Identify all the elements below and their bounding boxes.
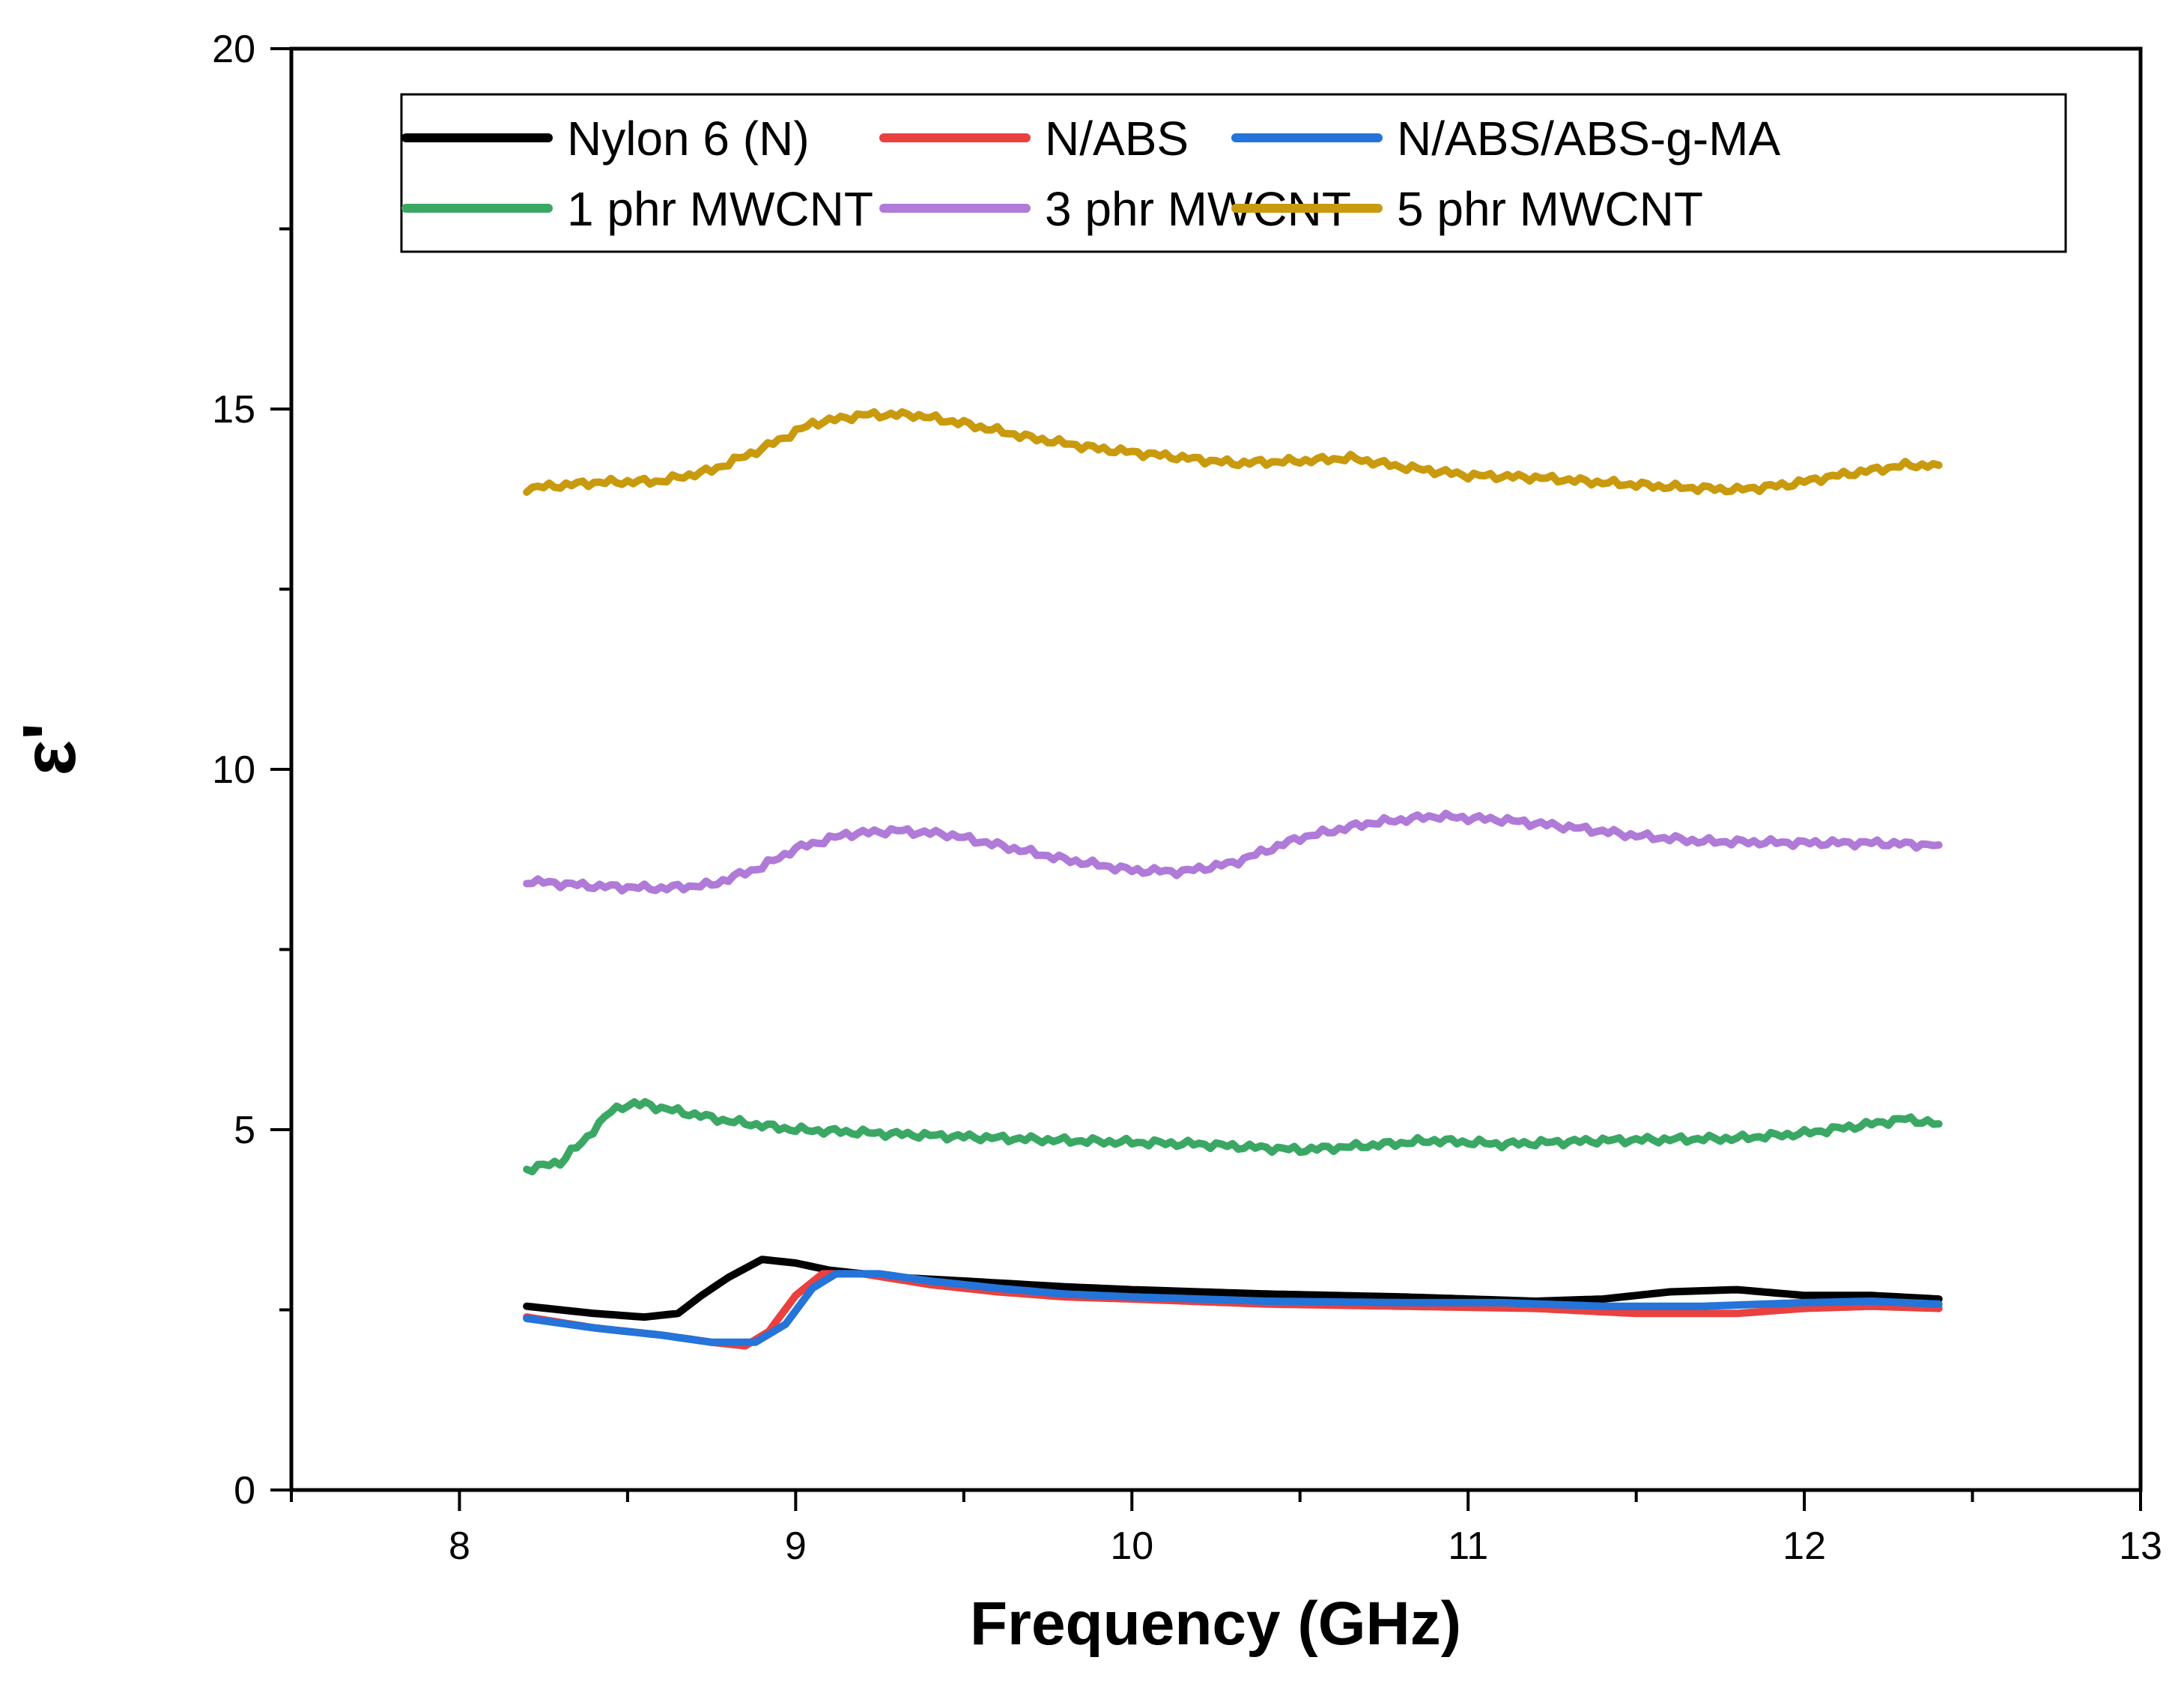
y-axis-title: ε'	[7, 722, 91, 775]
y-tick-label: 15	[212, 388, 255, 431]
legend-label: 5 phr MWCNT	[1397, 182, 1703, 236]
legend-label: N/ABS/ABS-g-MA	[1397, 112, 1780, 166]
y-tick-label: 5	[234, 1109, 255, 1152]
y-tick-label: 10	[212, 748, 255, 792]
x-tick-label: 11	[1448, 1524, 1488, 1568]
series-line-4	[523, 1097, 1943, 1175]
legend-box	[400, 93, 2067, 253]
series-lines	[523, 408, 1943, 1350]
x-axis-title: Frequency (GHz)	[970, 1590, 1461, 1658]
series-line-3	[523, 1270, 1943, 1346]
series-line-6	[523, 408, 1943, 496]
series-line-5	[523, 809, 1943, 894]
x-tick-label: 12	[1783, 1524, 1826, 1568]
legend-label: Nylon 6 (N)	[567, 112, 810, 166]
legend-label: 1 phr MWCNT	[567, 182, 873, 236]
x-tick-label: 8	[449, 1524, 470, 1568]
plot-frame	[289, 46, 2143, 1492]
y-tick-label: 20	[212, 28, 255, 71]
legend-label: N/ABS	[1045, 112, 1189, 166]
series-line-1	[523, 1256, 1943, 1321]
x-tick-label: 10	[1110, 1524, 1153, 1568]
x-tick-label: 13	[2119, 1524, 2162, 1568]
legend: Nylon 6 (N) N/ABS N/ABS/ABS-g-MA 1 phr MWCN…	[400, 93, 2067, 253]
series-line-2	[523, 1270, 1943, 1350]
x-tick-label: 9	[785, 1524, 807, 1568]
axis-ticks: 8 9 10 11 12 13 0 5 10 15 20	[212, 28, 2162, 1568]
y-tick-label: 0	[234, 1469, 255, 1512]
